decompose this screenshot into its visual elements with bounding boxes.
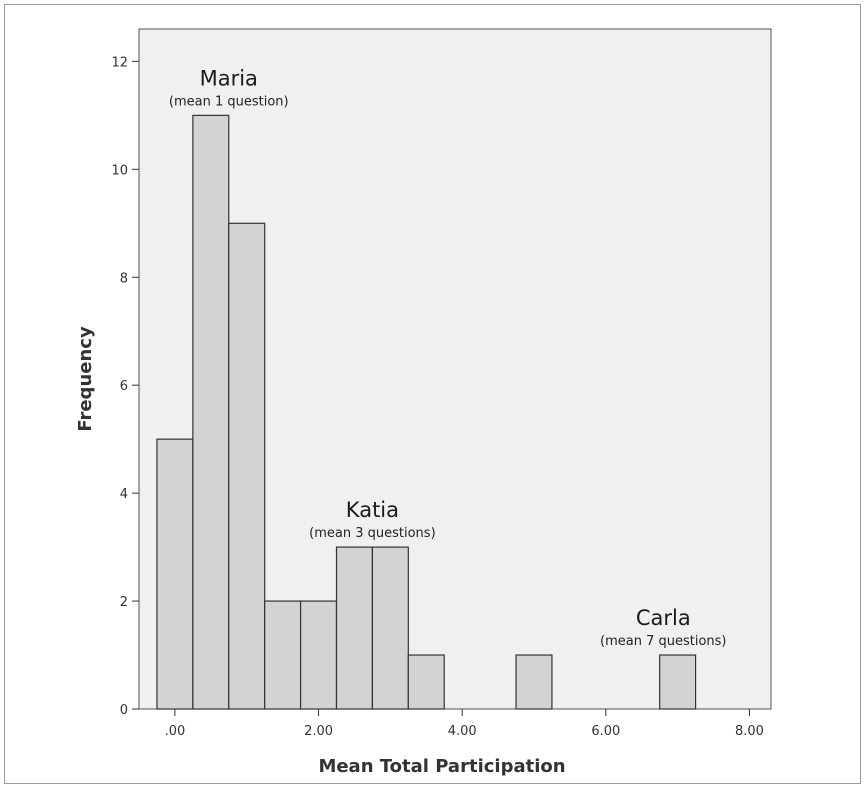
histogram-bar	[264, 600, 302, 710]
y-tick-label: 8	[120, 271, 128, 286]
annotations-group: (mean 1 question) Maria (mean 3 questions)…	[169, 66, 727, 649]
bars-group	[156, 114, 697, 710]
x-tick-label: 8.00	[735, 724, 764, 739]
histogram-bar	[515, 654, 553, 710]
histogram-bar	[156, 438, 194, 710]
annotation-name: Maria	[200, 66, 258, 90]
annotation-name: Carla	[636, 606, 691, 630]
histogram-bar	[299, 600, 338, 710]
annotation-name: Katia	[346, 498, 399, 522]
figure-frame: 0 2 4 6 8 10 12 .00 2.00 4.00 6.00 8.00 (mean 1 qu…	[4, 4, 861, 784]
y-tick-label: 0	[120, 703, 128, 718]
histogram-bar	[407, 654, 445, 710]
y-tick-label: 4	[120, 487, 128, 502]
annotation-note: (mean 7 questions)	[600, 634, 726, 649]
x-tick-label: 4.00	[448, 724, 477, 739]
annotation-note: (mean 1 question)	[169, 94, 289, 109]
histogram-bar	[371, 546, 409, 710]
y-tick-label: 12	[111, 55, 128, 70]
histogram-bar	[228, 222, 266, 710]
y-axis: 0 2 4 6 8 10 12	[111, 55, 139, 718]
histogram-chart: 0 2 4 6 8 10 12 .00 2.00 4.00 6.00 8.00 (mean 1 qu…	[75, 28, 772, 777]
x-tick-label: .00	[165, 724, 186, 739]
y-tick-label: 10	[111, 163, 128, 178]
annotation-note: (mean 3 questions)	[309, 526, 435, 541]
x-tick-label: 2.00	[304, 724, 333, 739]
histogram-bar	[192, 114, 230, 710]
histogram-bar	[659, 654, 697, 710]
y-tick-label: 6	[120, 379, 128, 394]
x-tick-label: 6.00	[591, 724, 620, 739]
y-axis-title: Frequency	[75, 326, 96, 432]
x-axis-title: Mean Total Participation	[318, 756, 565, 777]
x-axis: .00 2.00 4.00 6.00 8.00	[165, 709, 764, 739]
y-tick-label: 2	[120, 595, 128, 610]
histogram-bar	[335, 546, 374, 710]
